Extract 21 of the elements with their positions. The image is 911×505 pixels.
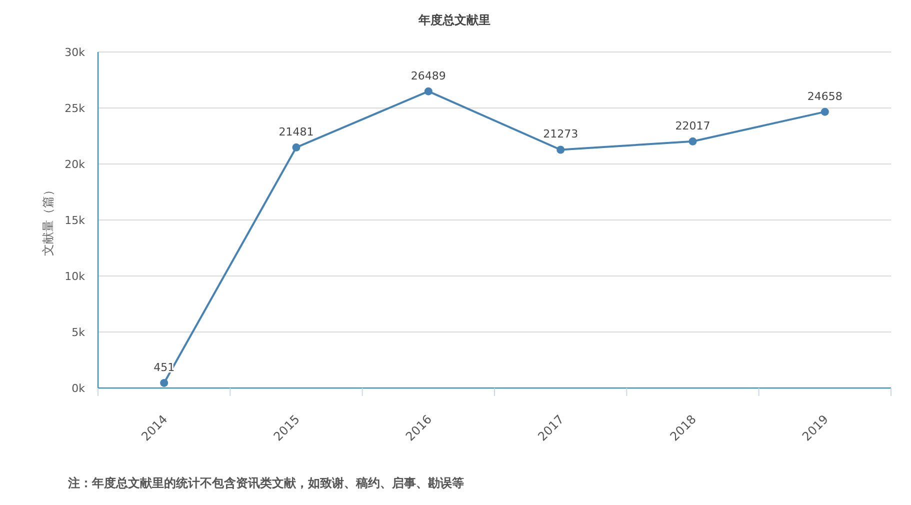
point — [160, 378, 168, 387]
text: 注：年度总文献里的统计不包含资讯类文献，如致谢、稿约、启事、勘误等 — [67, 476, 464, 490]
y-tick-label: 5k — [72, 326, 86, 339]
point — [688, 137, 697, 146]
y-tick-label: 20k — [64, 158, 86, 171]
point — [424, 87, 432, 96]
data-label: 22017 — [675, 119, 710, 132]
y-tick-label: 10k — [64, 270, 86, 283]
y-axis-title: 文献量（篇） — [41, 184, 55, 256]
y-tick-label: 0k — [72, 382, 86, 395]
point — [820, 108, 829, 116]
point — [292, 143, 300, 152]
data-label: 21273 — [543, 128, 578, 141]
data-label: 26489 — [410, 69, 446, 82]
data-label: 24658 — [807, 90, 842, 103]
y-tick-label: 15k — [64, 214, 86, 227]
y-tick-label: 25k — [64, 102, 86, 115]
y-tick-label: 30k — [64, 46, 86, 59]
data-label: 21481 — [278, 125, 314, 138]
chart-title: 年度总文献里 — [418, 13, 490, 27]
point — [556, 146, 565, 154]
